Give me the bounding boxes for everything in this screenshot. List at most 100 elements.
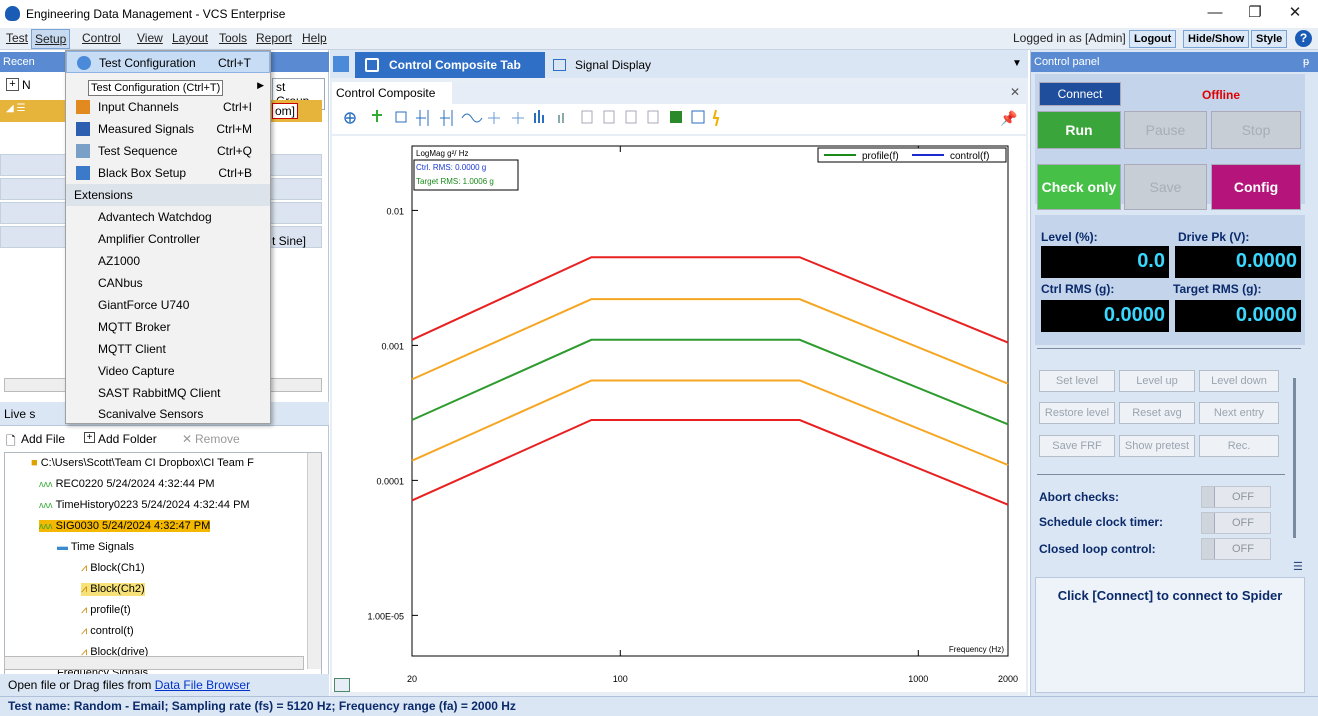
set-level-button[interactable]: Set level xyxy=(1039,370,1115,392)
chart-corner-icon[interactable] xyxy=(334,678,350,692)
connection-status: Offline xyxy=(1202,88,1240,102)
folder-icon: ■ xyxy=(31,457,38,469)
abort-checks-toggle[interactable]: OFF xyxy=(1201,486,1271,508)
list-icon[interactable]: ☰ xyxy=(1293,561,1303,573)
menu-report[interactable]: Report xyxy=(256,31,293,45)
add-folder-icon[interactable]: + xyxy=(84,432,95,443)
wave-icon: ⩘ xyxy=(81,583,88,595)
menu-item-extension[interactable]: GiantForce U740 xyxy=(98,298,190,312)
menu-item-extension[interactable]: AZ1000 xyxy=(98,254,141,268)
closed-loop-toggle[interactable]: OFF xyxy=(1201,538,1271,560)
tree-file-rec0220[interactable]: ᴧᴧᴧ REC0220 5/24/2024 4:32:44 PM xyxy=(39,478,215,490)
menu-layout[interactable]: Layout xyxy=(172,31,209,45)
grid-icon xyxy=(553,59,566,71)
reset-avg-button[interactable]: Reset avg xyxy=(1119,402,1195,424)
subtab-control-composite[interactable]: Control Composite xyxy=(332,82,452,104)
tree-folder-root[interactable]: ■ C:\Users\Scott\Team CI Dropbox\CI Team… xyxy=(31,457,254,469)
menu-item-input-channels[interactable]: Input Channels Ctrl+I xyxy=(66,96,270,118)
connect-button[interactable]: Connect xyxy=(1039,82,1121,106)
pin-icon[interactable]: ᵽ xyxy=(1303,56,1310,68)
tree-file-sig0030[interactable]: ᴧᴧᴧ SIG0030 5/24/2024 4:32:47 PM xyxy=(39,520,211,532)
tree-horizontal-scrollbar[interactable] xyxy=(4,656,304,670)
logout-button[interactable]: Logout xyxy=(1129,30,1177,48)
extensions-header: Extensions xyxy=(66,184,270,206)
remove-icon[interactable]: ✕ xyxy=(182,432,193,446)
tree-signal[interactable]: ⩘ profile(t) xyxy=(81,604,131,616)
add-folder-button[interactable]: Add Folder xyxy=(98,432,157,446)
folder-icon: ▬ xyxy=(57,541,68,553)
submenu-arrow-icon: ▶ xyxy=(257,80,264,90)
close-button[interactable]: ✕ xyxy=(1288,4,1302,21)
divider xyxy=(1037,348,1301,349)
expand-icon[interactable]: + xyxy=(6,78,19,91)
save-frf-button[interactable]: Save FRF xyxy=(1039,435,1115,457)
menu-item-black-box-setup[interactable]: Black Box Setup Ctrl+B xyxy=(66,162,270,184)
menu-item-measured-signals[interactable]: Measured Signals Ctrl+M xyxy=(66,118,270,140)
save-button[interactable]: Save xyxy=(1124,164,1207,210)
level-down-button[interactable]: Level down xyxy=(1199,370,1279,392)
remove-button[interactable]: Remove xyxy=(195,432,240,446)
live-tab[interactable]: Live s xyxy=(4,407,36,421)
tree-file-timehistory[interactable]: ᴧᴧᴧ TimeHistory0223 5/24/2024 4:32:44 PM xyxy=(39,499,250,511)
config-button[interactable]: Config xyxy=(1211,164,1301,210)
tree-node-frequency-signals[interactable]: Frequency Signals xyxy=(57,667,149,675)
check-only-button[interactable]: Check only xyxy=(1037,164,1121,210)
rec-button[interactable]: Rec. xyxy=(1199,435,1279,457)
tab-signal-display[interactable]: Signal Display xyxy=(545,52,695,78)
pause-button[interactable]: Pause xyxy=(1124,111,1207,149)
menu-tools[interactable]: Tools xyxy=(219,31,248,45)
control-panel-title: Control panel xyxy=(1034,56,1100,68)
menu-item-extension[interactable]: Amplifier Controller xyxy=(98,232,201,246)
tree-signal-selected[interactable]: ⩘ Block(Ch2) xyxy=(81,583,145,596)
pin-icon[interactable]: 📌 xyxy=(1000,110,1018,126)
tree-vertical-scrollbar[interactable] xyxy=(307,453,321,669)
show-pretest-button[interactable]: Show pretest xyxy=(1119,435,1195,457)
tree-signal[interactable]: ⩘ Block(drive) xyxy=(81,646,149,658)
minimize-button[interactable]: — xyxy=(1207,4,1223,21)
series-line xyxy=(411,256,1009,344)
schedule-timer-toggle[interactable]: OFF xyxy=(1201,512,1271,534)
recent-row-sine[interactable]: t Sine] xyxy=(0,230,322,254)
menu-setup[interactable]: Setup xyxy=(31,29,71,49)
stop-button[interactable]: Stop xyxy=(1211,111,1301,149)
tab-control-composite[interactable]: Control Composite Tab xyxy=(355,52,545,78)
footer-text: Open file or Drag files from xyxy=(8,678,152,692)
x-tick-label: 20 xyxy=(407,674,417,684)
menu-item-extension[interactable]: Scanivalve Sensors xyxy=(98,407,204,421)
tab-panel-icon[interactable] xyxy=(333,56,349,72)
legend-label-control: control(f) xyxy=(950,151,989,162)
next-entry-button[interactable]: Next entry xyxy=(1199,402,1279,424)
add-file-icon[interactable]: 🗋 xyxy=(6,434,16,448)
tree-node-time-signals[interactable]: ▬ Time Signals xyxy=(57,541,135,553)
menu-item-extension[interactable]: Advantech Watchdog xyxy=(98,210,212,224)
maximize-button[interactable]: ❐ xyxy=(1248,4,1262,21)
menu-help[interactable]: Help xyxy=(302,31,327,45)
level-up-button[interactable]: Level up xyxy=(1119,370,1195,392)
menu-item-extension[interactable]: MQTT Client xyxy=(98,342,166,356)
control-scrollbar[interactable] xyxy=(1293,378,1296,538)
data-file-browser-link[interactable]: Data File Browser xyxy=(154,678,251,692)
close-subtab-icon[interactable]: ✕ xyxy=(1010,85,1021,99)
chart-toolbar-icons[interactable] xyxy=(332,104,792,134)
restore-level-button[interactable]: Restore level xyxy=(1039,402,1115,424)
style-button[interactable]: Style xyxy=(1251,30,1288,48)
tree-signal[interactable]: ⩘ Block(Ch1) xyxy=(81,562,145,574)
menu-item-test-sequence[interactable]: Test Sequence Ctrl+Q xyxy=(66,140,270,162)
tree-signal[interactable]: ⩘ control(t) xyxy=(81,625,134,637)
menu-item-extension[interactable]: Video Capture xyxy=(98,364,175,378)
menu-view[interactable]: View xyxy=(137,31,163,45)
menu-item-extension[interactable]: MQTT Broker xyxy=(98,320,171,334)
psd-chart[interactable]: 0.01 0.001 0.0001 1.00E-05 20 100 1000 2000 LogM… xyxy=(332,136,1026,692)
menu-test[interactable]: Test xyxy=(6,31,29,45)
menu-control[interactable]: Control xyxy=(82,31,121,45)
menu-item-extension[interactable]: SAST RabbitMQ Client xyxy=(98,386,221,400)
add-file-button[interactable]: Add File xyxy=(21,432,66,446)
new-label[interactable]: N xyxy=(22,78,31,92)
menu-item-extension[interactable]: CANbus xyxy=(98,276,143,290)
target-rms-display: 0.0000 xyxy=(1175,300,1301,332)
hide-show-button[interactable]: Hide/Show xyxy=(1183,30,1250,48)
help-icon[interactable]: ? xyxy=(1295,30,1312,47)
menu-item-test-configuration[interactable]: Test Configuration Ctrl+T xyxy=(66,51,270,73)
run-button[interactable]: Run xyxy=(1037,111,1121,149)
tab-dropdown-icon[interactable]: ▼ xyxy=(1012,58,1022,69)
